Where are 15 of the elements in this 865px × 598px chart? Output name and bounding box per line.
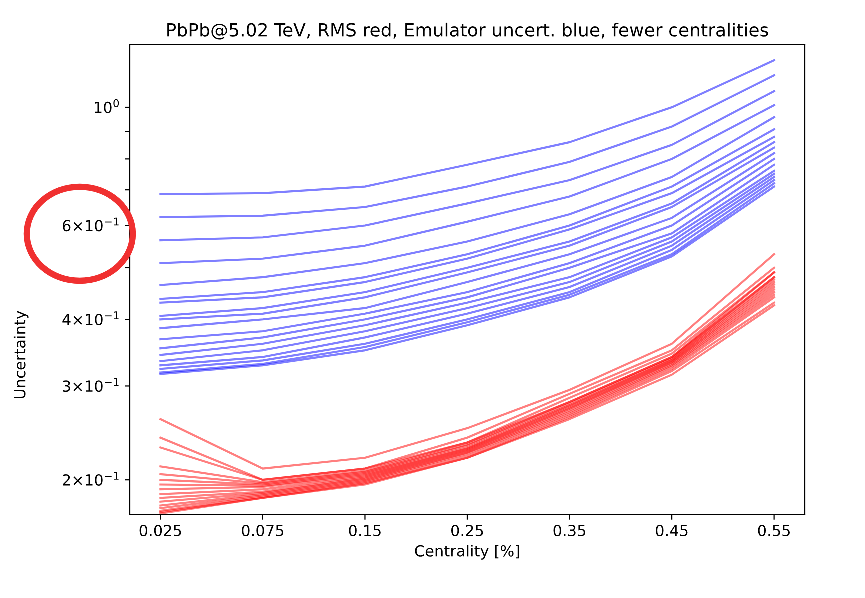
chart-title: PbPb@5.02 TeV, RMS red, Emulator uncert. blue, fewer centralities (168, 22, 768, 40)
x-tick-label: 0.45 (656, 524, 688, 537)
y-tick-label: 6×10$^{−1}$ (62, 218, 119, 232)
y-tick-label: 2×10$^{−1}$ (63, 472, 119, 486)
x-tick-label: 0.025 (140, 524, 182, 537)
x-tick-label: 0.075 (242, 524, 284, 537)
y-tick-label: 3×10$^{−1}$ (63, 378, 119, 392)
x-tick-label: 0.35 (554, 524, 586, 537)
x-tick-label: 0.25 (452, 524, 484, 537)
x-tick-label: 0.15 (349, 524, 381, 537)
y-tick-label: 4×10$^{−1}$ (62, 312, 119, 326)
y-tick-label: 10$^{0}$ (95, 99, 120, 114)
x-axis-title: Centrality [%] (415, 545, 520, 560)
x-tick-label: 0.55 (758, 524, 790, 537)
y-axis-title: Uncertainty (14, 311, 29, 398)
